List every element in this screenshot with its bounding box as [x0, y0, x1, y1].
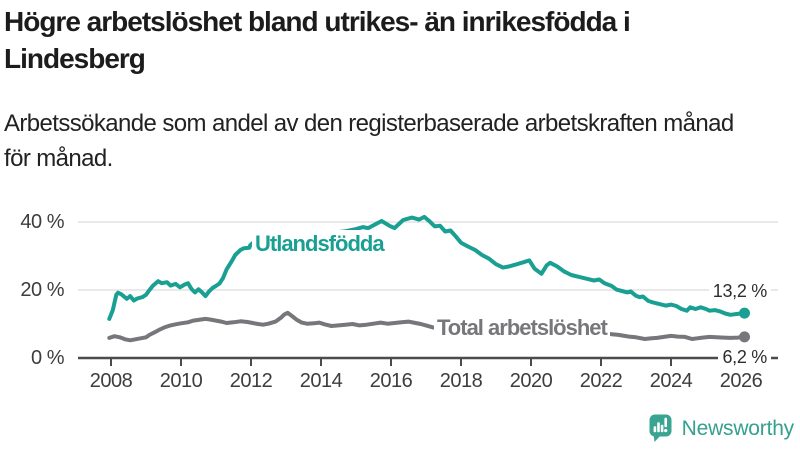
title-line-2: Lindesberg [4, 43, 146, 74]
bar-chart-speech-bubble-icon [649, 414, 672, 442]
y-axis-label: 20 % [20, 279, 64, 301]
series-line-total-arbetsl-shet [107, 310, 747, 343]
subtitle-line-2: för månad. [4, 145, 113, 172]
end-value-label-total-arbetsl-shet: 6,2 % [718, 346, 771, 368]
x-axis-label: 2016 [369, 370, 413, 392]
x-axis-label: 2022 [579, 370, 623, 392]
subtitle-line-1: Arbetssökande som andel av den registerb… [4, 110, 734, 137]
chart-subtitle: Arbetssökande som andel av den registerb… [4, 106, 796, 176]
series-line-utlandsf-dda [107, 214, 747, 321]
y-axis-label: 40 % [20, 211, 64, 233]
x-axis-label: 2012 [229, 370, 273, 392]
x-axis-label: 2010 [159, 370, 203, 392]
x-axis-label: 2014 [299, 370, 343, 392]
y-axis-label: 0 % [31, 347, 64, 369]
x-axis-label: 2018 [439, 370, 483, 392]
x-axis-label: 2024 [649, 370, 693, 392]
series-label-utlandsf-dda: Utlandsfödda [252, 230, 387, 258]
end-value-label-utlandsf-dda: 13,2 % [708, 280, 771, 302]
series-label-total-arbetsl-shet: Total arbetslöshet [434, 314, 610, 342]
newsworthy-wordmark: Newsworthy [681, 416, 795, 440]
x-axis-label: 2020 [509, 370, 553, 392]
end-dot-total-arbetsl-shet [739, 331, 750, 343]
x-axis-label: 2026 [719, 370, 763, 392]
end-dot-utlandsf-dda [739, 307, 750, 319]
page-title: Högre arbetslöshet bland utrikes- än inr… [4, 3, 796, 77]
title-line-1: Högre arbetslöshet bland utrikes- än inr… [4, 6, 631, 37]
x-axis-label: 2008 [89, 370, 133, 392]
newsworthy-logo: Newsworthy [649, 414, 794, 443]
